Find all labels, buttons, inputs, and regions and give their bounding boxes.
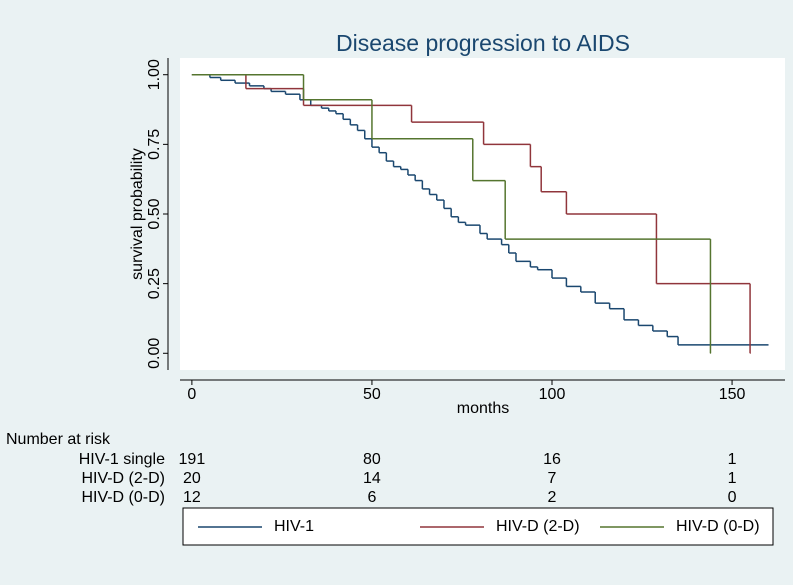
y-tick-label: 0.50 — [146, 198, 163, 229]
y-axis-label: survival probability — [129, 148, 146, 280]
risk-value: 16 — [543, 451, 561, 468]
risk-value: 0 — [728, 489, 737, 506]
legend-label: HIV-D (0-D) — [676, 518, 760, 535]
legend-label: HIV-1 — [274, 518, 314, 535]
y-tick-label: 0.75 — [146, 129, 163, 160]
chart-title: Disease progression to AIDS — [336, 30, 630, 56]
risk-value: 2 — [548, 489, 557, 506]
risk-value: 191 — [179, 451, 206, 468]
risk-value: 14 — [363, 470, 381, 487]
y-tick-label: 0.25 — [146, 268, 163, 299]
risk-value: 12 — [183, 489, 201, 506]
y-tick-label: 0.00 — [146, 338, 163, 369]
risk-row-label: HIV-D (0-D) — [81, 489, 165, 506]
y-tick-label: 1.00 — [146, 59, 163, 90]
risk-value: 20 — [183, 470, 201, 487]
risk-value: 7 — [548, 470, 557, 487]
plot-area — [180, 58, 785, 370]
risk-value: 1 — [728, 470, 737, 487]
x-tick-label: 0 — [187, 386, 196, 403]
risk-row-label: HIV-1 single — [79, 451, 165, 468]
risk-value: 1 — [728, 451, 737, 468]
risk-row-label: HIV-D (2-D) — [81, 470, 165, 487]
legend-label: HIV-D (2-D) — [496, 518, 580, 535]
x-tick-label: 100 — [539, 386, 566, 403]
x-tick-label: 50 — [363, 386, 381, 403]
x-axis-label: months — [457, 400, 509, 417]
risk-value: 80 — [363, 451, 381, 468]
x-tick-label: 150 — [719, 386, 746, 403]
risk-value: 6 — [367, 489, 376, 506]
risk-table-title: Number at risk — [6, 431, 111, 448]
